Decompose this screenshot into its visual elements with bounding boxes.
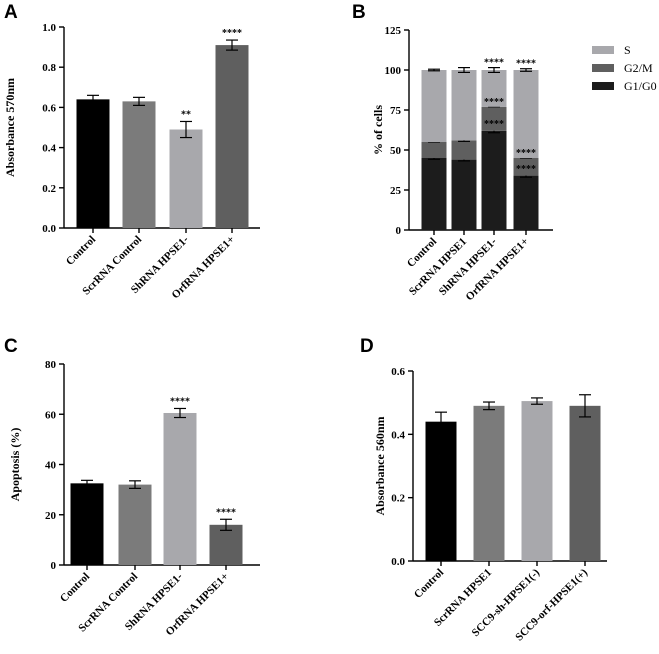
y-tick-label: 25 [390,185,402,197]
significance-label: **** [170,396,190,407]
significance-label: **** [484,119,504,130]
y-tick-label: 100 [385,65,402,77]
significance-label: **** [516,59,536,70]
panel-a: A 0.0 0.2 0.4 0.6 0.8 1.0 Absorbance 570nm Contr… [3,2,260,301]
panel-letter: A [4,2,18,23]
panel-letter: B [352,2,366,23]
panel-letter: C [4,336,18,357]
legend-swatch [592,46,614,54]
bar [163,412,197,565]
bar [473,405,505,561]
y-tick-label: 80 [45,359,57,371]
significance-label: **** [516,148,536,159]
bar [118,484,152,565]
bar-segment-g2-m [421,142,447,158]
y-tick-label: 40 [45,460,57,472]
y-tick-label: 125 [385,25,402,37]
y-tick-label: 0.2 [391,493,405,505]
x-category-label: Control [412,567,446,601]
bar-segment-g2-m [513,158,539,176]
y-axis-title: Absorbance 560nm [373,416,387,515]
bar [169,129,203,228]
bar [70,483,104,565]
legend-label: G1/G0 [624,79,657,93]
panel-letter: D [360,336,374,357]
bar [425,421,457,561]
y-axis-title: Absorbance 570nm [3,78,17,177]
bar [521,401,553,561]
bar-segment-s [481,70,507,107]
significance-label: **** [222,28,242,39]
y-axis-title: % of cells [371,105,385,155]
bar [209,524,243,565]
y-tick-label: 1.0 [42,22,56,34]
y-tick-label: 0.2 [42,183,56,195]
y-tick-label: 0.4 [391,429,405,441]
x-category-label: Control [64,234,98,268]
bar [122,101,156,228]
legend-swatch [592,64,614,72]
legend-swatch [592,82,614,90]
bar [76,99,110,228]
significance-label: **** [484,97,504,108]
bar-segment-g1-g0 [481,130,507,230]
significance-label: ** [181,109,191,120]
y-tick-label: 0.6 [42,102,56,114]
y-tick-label: 0 [51,560,57,572]
legend-label: S [624,43,631,57]
bar-segment-g2-m [481,106,507,131]
bar [569,405,601,561]
bar-segment-s [513,70,539,158]
y-axis-title: Apoptosis (%) [8,428,22,502]
y-tick-label: 60 [45,409,57,421]
bar-segment-s [451,70,477,141]
significance-label: **** [484,58,504,69]
bar [215,45,249,229]
y-tick-label: 20 [45,510,57,522]
y-tick-label: 0.6 [391,366,405,378]
y-tick-label: 0 [396,225,402,237]
bar-segment-g1-g0 [451,159,477,230]
bar-segment-s [421,70,447,142]
y-tick-label: 0.0 [391,556,405,568]
bar-segment-g1-g0 [421,158,447,230]
legend-label: G2/M [624,61,653,75]
y-tick-label: 75 [390,105,402,117]
significance-label: **** [216,507,236,518]
significance-label: **** [516,164,536,175]
bar-segment-g1-g0 [513,175,539,230]
y-tick-label: 0.8 [42,62,56,74]
bar-segment-g2-m [451,140,477,160]
y-tick-label: 50 [390,145,402,157]
x-category-label: Control [58,571,92,605]
y-tick-label: 0.0 [42,223,56,235]
y-tick-label: 0.4 [42,143,56,155]
